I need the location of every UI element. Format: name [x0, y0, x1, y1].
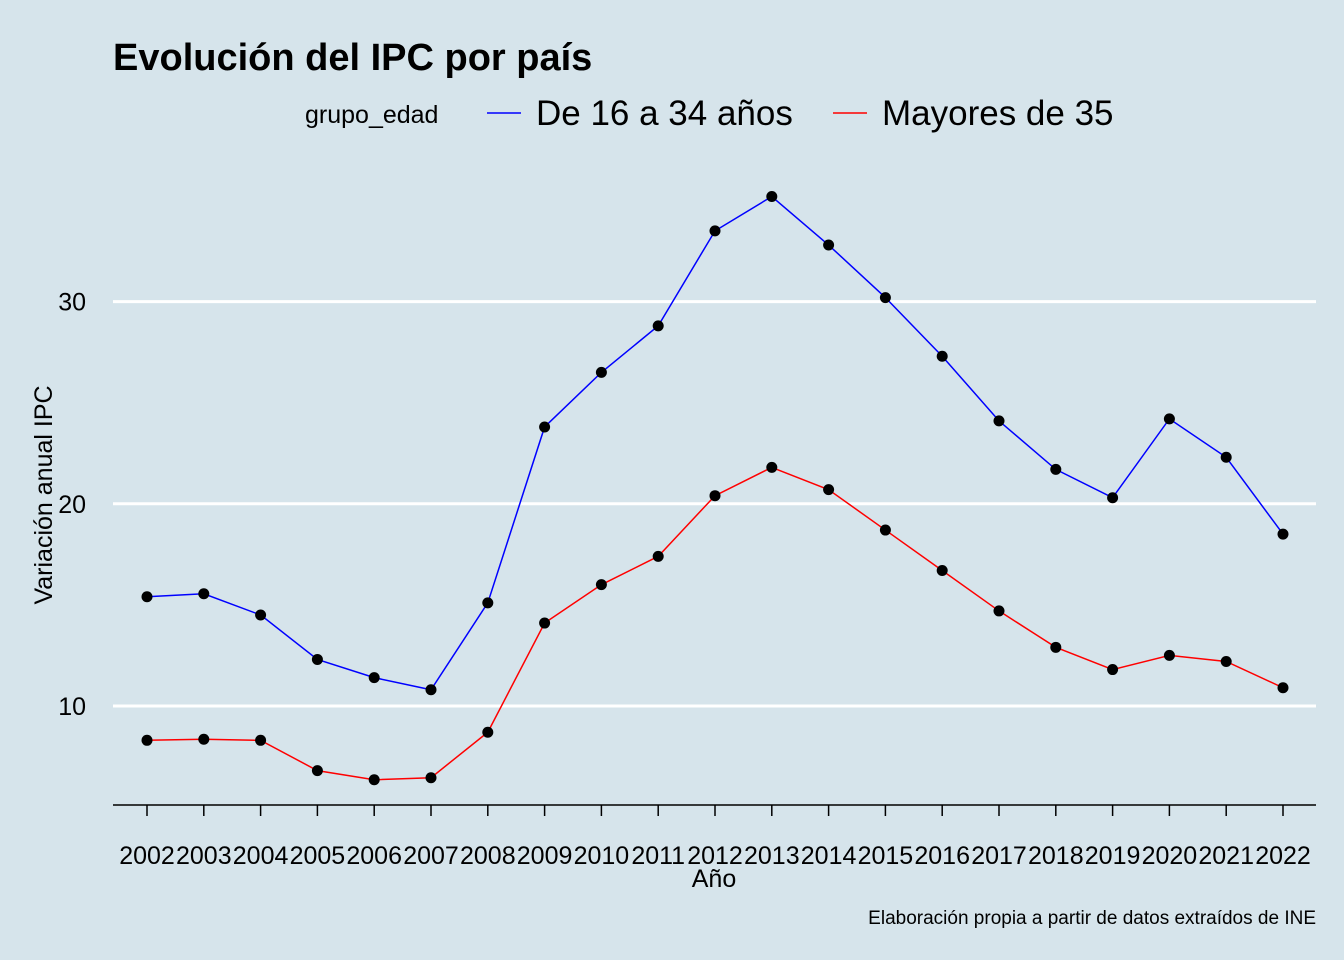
data-point-2-2013: [766, 461, 778, 473]
data-point-1-2018: [1050, 463, 1062, 475]
x-tick-label: 2020: [1142, 842, 1198, 870]
x-tick-label: 2017: [971, 842, 1027, 870]
chart-title: Evolución del IPC por país: [113, 37, 592, 79]
legend-label-1: De 16 a 34 años: [536, 94, 793, 133]
x-tick-label: 2005: [290, 842, 346, 870]
data-point-1-2003: [198, 588, 210, 600]
data-point-1-2005: [311, 653, 323, 665]
data-point-2-2011: [652, 550, 664, 562]
data-point-2-2007: [425, 772, 437, 784]
data-point-1-2019: [1107, 492, 1119, 504]
data-point-1-2015: [879, 292, 891, 304]
data-point-2-2010: [595, 579, 607, 591]
data-point-2-2002: [141, 734, 153, 746]
x-axis-label: Año: [692, 865, 736, 893]
data-point-1-2013: [766, 190, 778, 202]
data-point-1-2014: [823, 239, 835, 251]
data-point-1-2012: [709, 225, 721, 237]
data-point-2-2022: [1277, 682, 1289, 694]
x-tick-label: 2010: [574, 842, 630, 870]
data-point-1-2020: [1163, 413, 1175, 425]
x-tick-label: 2016: [914, 842, 970, 870]
legend-title: grupo_edad: [305, 101, 438, 129]
y-tick-label: 10: [58, 693, 86, 721]
legend-label-2: Mayores de 35: [882, 94, 1114, 133]
data-point-1-2009: [539, 421, 551, 433]
x-tick-label: 2002: [119, 842, 175, 870]
data-point-2-2014: [823, 484, 835, 496]
x-tick-label: 2004: [233, 842, 289, 870]
x-tick-label: 2013: [744, 842, 800, 870]
data-point-1-2004: [255, 609, 267, 621]
x-tick-label: 2008: [460, 842, 516, 870]
data-point-2-2021: [1220, 655, 1232, 667]
data-point-1-2016: [936, 350, 948, 362]
data-point-2-2006: [368, 774, 380, 786]
x-tick-label: 2006: [346, 842, 402, 870]
series-lines: [146, 195, 1284, 781]
data-point-1-2007: [425, 684, 437, 696]
data-point-2-2019: [1107, 664, 1119, 676]
x-tick-label: 2022: [1255, 842, 1311, 870]
data-point-1-2002: [141, 591, 153, 603]
gridlines: [113, 300, 1316, 708]
x-tick-label: 2021: [1198, 842, 1254, 870]
series-line-2: [146, 466, 1284, 781]
y-tick-label: 30: [58, 289, 86, 317]
data-point-2-2009: [539, 617, 551, 629]
x-tick-label: 2014: [801, 842, 857, 870]
x-tick-label: 2007: [403, 842, 459, 870]
data-point-2-2015: [879, 524, 891, 536]
data-point-2-2005: [311, 765, 323, 777]
data-point-2-2008: [482, 726, 494, 738]
data-point-2-2004: [255, 734, 267, 746]
x-tick-label: 2019: [1085, 842, 1141, 870]
data-point-1-2021: [1220, 451, 1232, 463]
x-tick-label: 2012: [687, 842, 743, 870]
caption: Elaboración propia a partir de datos ext…: [868, 908, 1316, 929]
series-line-1: [146, 195, 1284, 691]
y-axis-label: Variación anual IPC: [30, 385, 58, 604]
data-point-1-2010: [595, 366, 607, 378]
data-points: [141, 190, 1289, 786]
data-point-2-2003: [198, 733, 210, 745]
data-point-2-2017: [993, 605, 1005, 617]
data-point-1-2006: [368, 672, 380, 684]
data-point-2-2020: [1163, 649, 1175, 661]
data-point-1-2011: [652, 320, 664, 332]
x-tick-label: 2009: [517, 842, 573, 870]
data-point-2-2012: [709, 490, 721, 502]
x-tick-label: 2015: [858, 842, 914, 870]
y-tick-label: 20: [58, 491, 86, 519]
data-point-2-2016: [936, 564, 948, 576]
x-tick-label: 2011: [631, 842, 685, 870]
data-point-1-2017: [993, 415, 1005, 427]
legend: grupo_edad De 16 a 34 años Mayores de 35: [305, 94, 1114, 133]
y-axis: 10 20 30: [58, 289, 86, 721]
x-tick-label: 2003: [176, 842, 232, 870]
data-point-2-2018: [1050, 641, 1062, 653]
data-point-1-2022: [1277, 528, 1289, 540]
x-axis: 2002 2003 2004 2005 2006 2007 2008 2009 2010 2011…: [113, 804, 1316, 870]
data-point-1-2008: [482, 597, 494, 609]
x-tick-label: 2018: [1028, 842, 1084, 870]
